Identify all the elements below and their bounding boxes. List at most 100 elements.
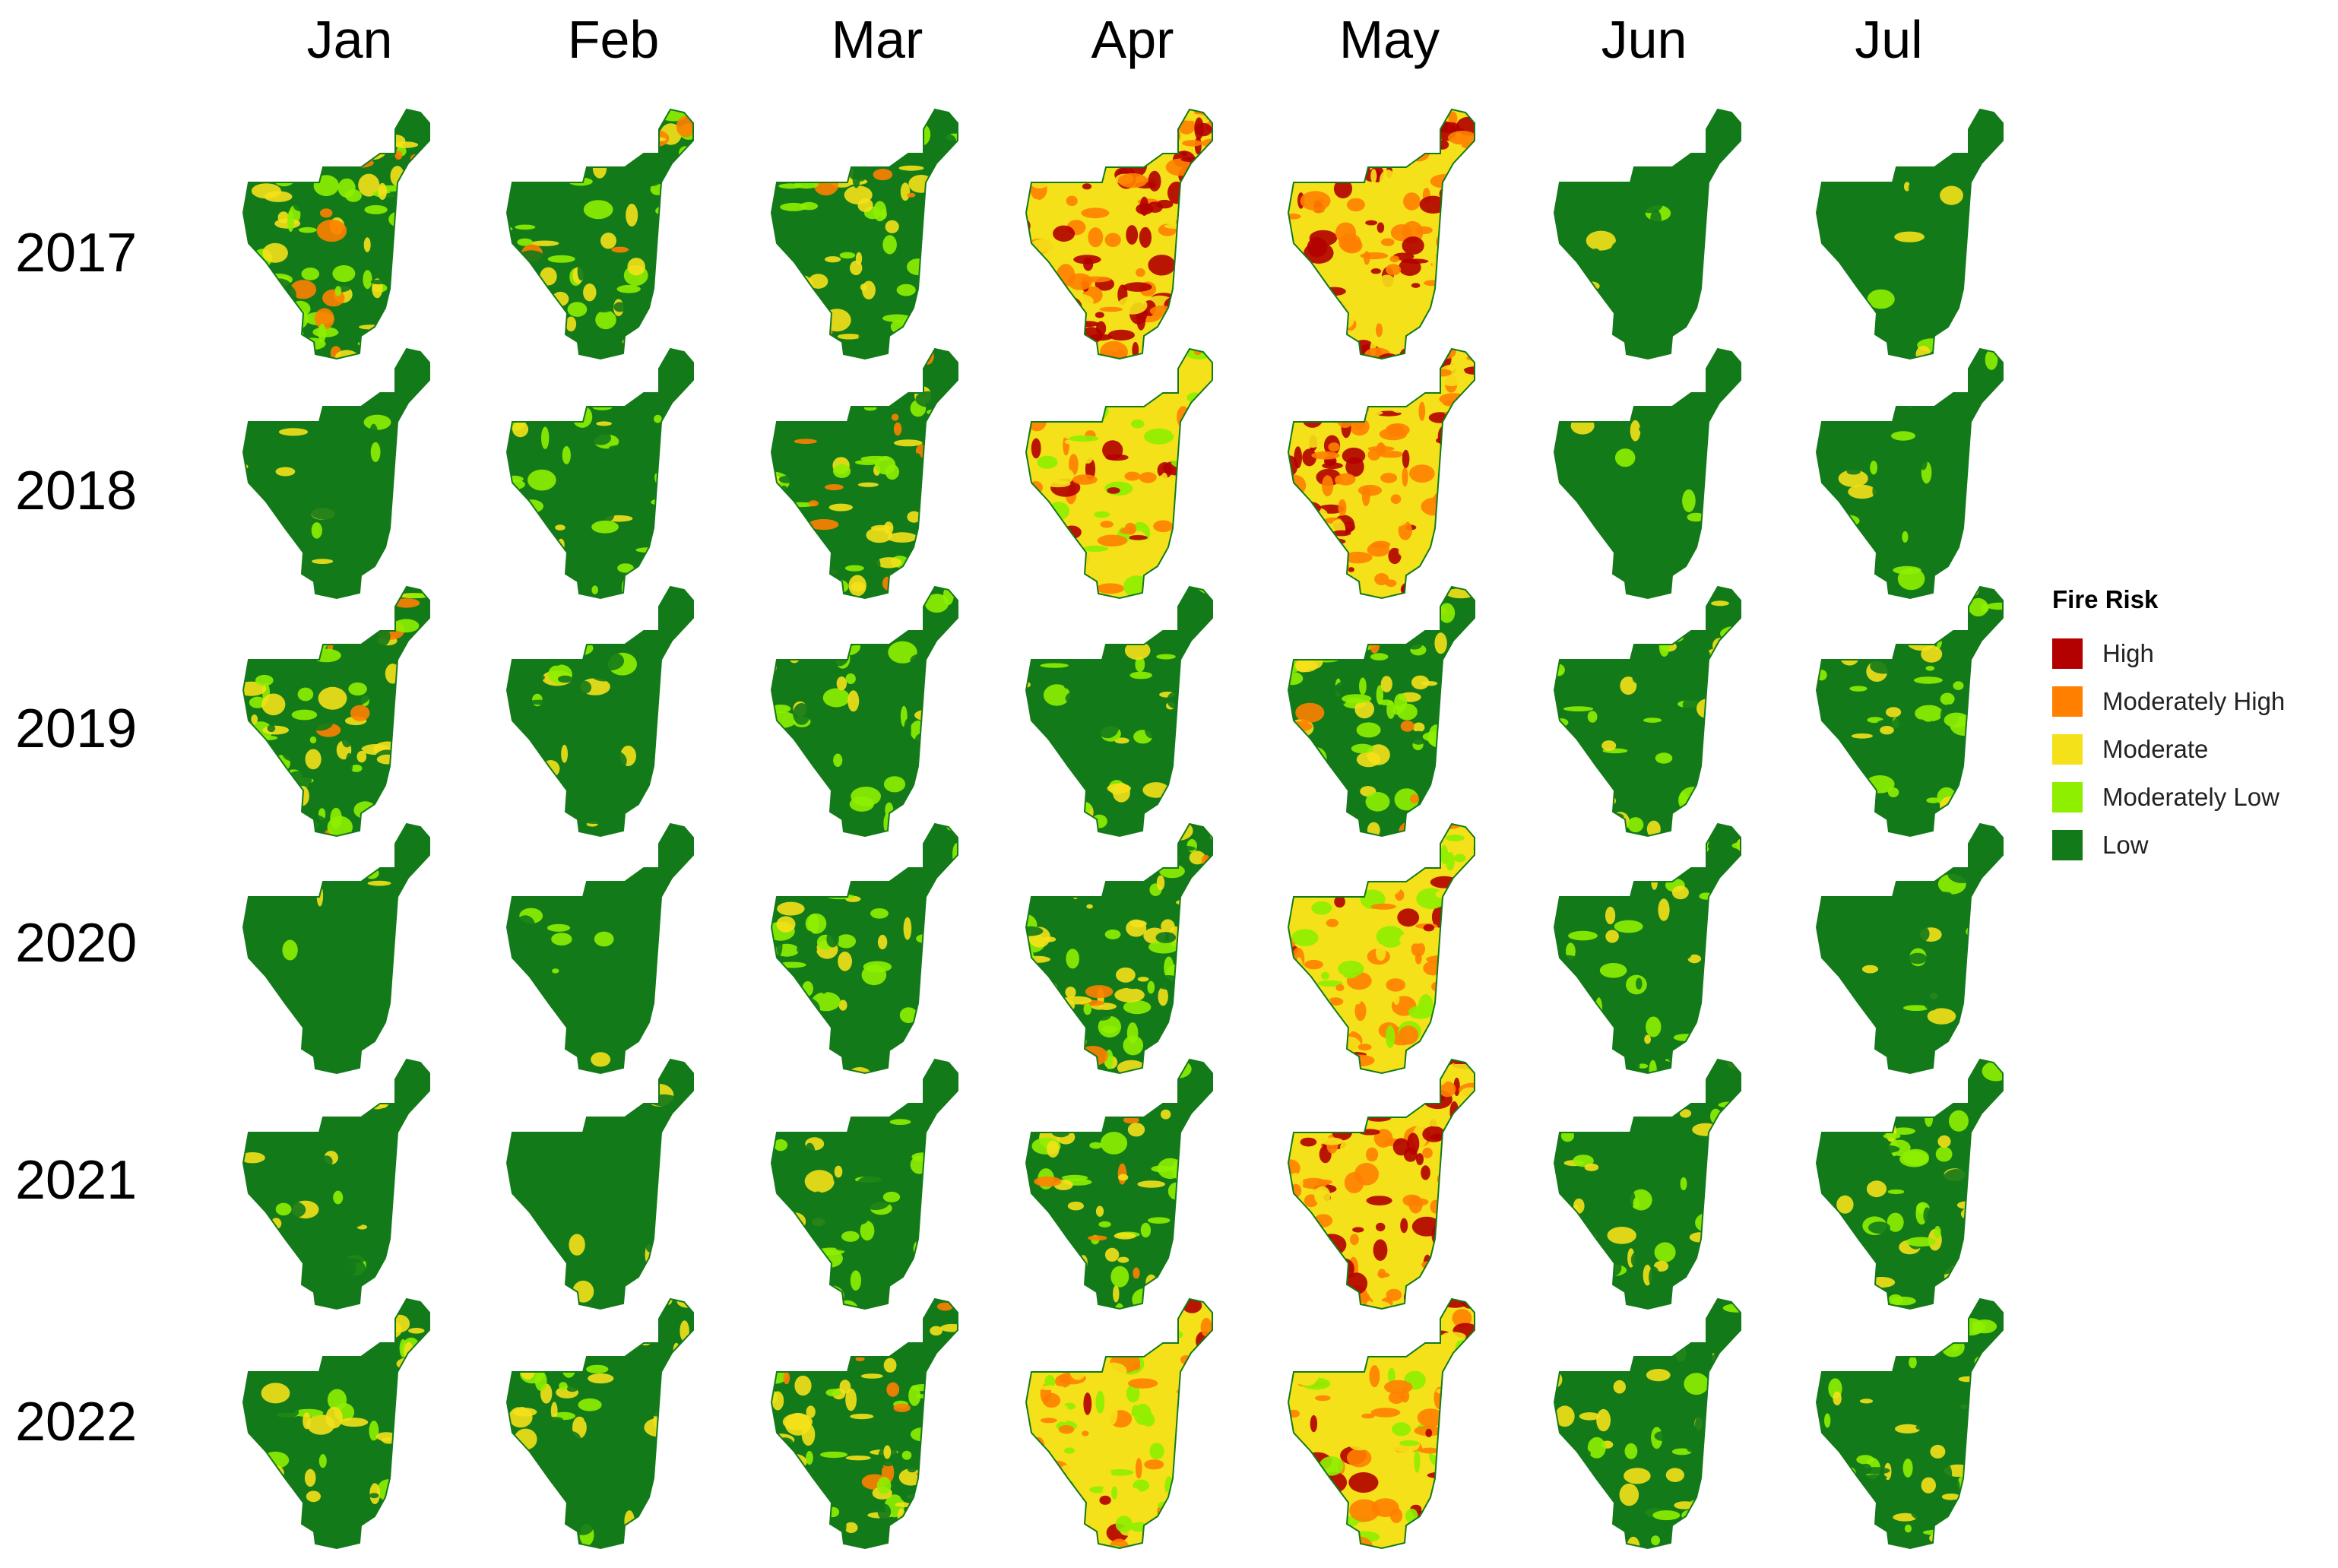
map-region-outline <box>1025 108 1213 360</box>
map-region-outline <box>1025 1297 1213 1550</box>
fire-risk-map-2019-jun <box>1553 585 1741 838</box>
fire-risk-map-2021-jun <box>1553 1058 1741 1310</box>
map-region-outline <box>770 108 958 360</box>
fire-risk-map-2018-jun <box>1553 347 1741 600</box>
fire-risk-map-2020-jul <box>1815 822 2004 1075</box>
month-label-jun: Jun <box>1601 10 1687 69</box>
map-region-base <box>507 349 693 598</box>
fire-risk-map-grid <box>242 108 2004 1550</box>
map-region-base <box>1817 1299 2003 1548</box>
map-region-base <box>507 587 693 836</box>
fire-risk-map-2022-jan <box>242 1297 430 1550</box>
map-region-outline <box>1815 347 2004 600</box>
map-region-base <box>243 587 429 836</box>
map-region-outline <box>770 585 958 838</box>
fire-risk-map-2019-jul <box>1815 585 2004 838</box>
map-region-outline <box>1553 585 1741 838</box>
map-region-outline <box>1287 1058 1475 1310</box>
map-region-base <box>771 349 958 598</box>
map-region-outline <box>505 585 694 838</box>
map-region-base <box>1554 1299 1741 1548</box>
map-region-outline <box>1287 585 1475 838</box>
map-region-outline <box>1553 1058 1741 1310</box>
map-region-outline <box>505 108 694 360</box>
map-region-base <box>1817 349 2003 598</box>
fire-risk-map-2017-jul <box>1815 108 2004 360</box>
map-region-base <box>1026 824 1212 1073</box>
map-region-outline <box>1287 108 1475 360</box>
map-region-outline <box>242 108 430 360</box>
legend-item-high: High <box>2052 629 2333 677</box>
map-region-base <box>1817 1060 2003 1309</box>
fire-risk-map-2022-jul <box>1815 1297 2004 1550</box>
legend-swatch-moderately-low <box>2052 781 2083 813</box>
map-region-outline <box>1553 822 1741 1075</box>
map-region-outline <box>770 822 958 1075</box>
map-region-outline <box>1815 585 2004 838</box>
fire-risk-map-2019-mar <box>770 585 958 838</box>
map-region-outline <box>505 347 694 600</box>
map-region-outline <box>1287 1297 1475 1550</box>
fire-risk-map-2019-jan <box>242 585 430 838</box>
fire-risk-map-2020-feb <box>505 822 694 1075</box>
map-region-base <box>1288 587 1475 836</box>
map-region-outline <box>505 1058 694 1310</box>
fire-risk-map-2021-jan <box>242 1058 430 1310</box>
legend-label-high: High <box>2102 638 2154 667</box>
year-label-2019: 2019 <box>15 698 138 759</box>
map-region-outline <box>770 1058 958 1310</box>
map-region-base <box>1288 109 1475 359</box>
map-region-outline <box>1553 347 1741 600</box>
fire-risk-map-2021-mar <box>770 1058 958 1310</box>
map-region-outline <box>1815 1058 2004 1310</box>
map-region-base <box>1554 1060 1741 1309</box>
fire-risk-map-2021-feb <box>505 1058 694 1310</box>
fire-risk-map-2017-feb <box>505 108 694 360</box>
fire-risk-map-2017-jan <box>242 108 430 360</box>
year-label-2021: 2021 <box>15 1150 138 1211</box>
map-region-base <box>1554 109 1741 359</box>
legend-item-low: Low <box>2052 821 2333 869</box>
map-region-base <box>1554 824 1741 1073</box>
fire-risk-map-2018-jul <box>1815 347 2004 600</box>
map-region-outline <box>505 1297 694 1550</box>
fire-risk-map-2022-may <box>1287 1297 1475 1550</box>
map-region-outline <box>1553 1297 1741 1550</box>
month-label-jul: Jul <box>1855 10 1923 69</box>
year-label-column: 2017 2018 2019 2020 2021 2022 <box>0 0 182 1568</box>
fire-risk-map-2020-jan <box>242 822 430 1075</box>
map-region-outline <box>770 1297 958 1550</box>
fire-risk-map-2021-apr <box>1025 1058 1213 1310</box>
map-region-outline <box>242 585 430 838</box>
map-region-base <box>1817 587 2003 836</box>
year-label-2018: 2018 <box>15 461 138 521</box>
fire-risk-map-2019-apr <box>1025 585 1213 838</box>
legend-swatch-moderately-high <box>2052 686 2083 717</box>
map-region-outline <box>505 822 694 1075</box>
legend-item-moderate: Moderate <box>2052 725 2333 773</box>
fire-risk-map-2017-jun <box>1553 108 1741 360</box>
fire-risk-map-2022-jun <box>1553 1297 1741 1550</box>
fire-risk-map-2021-jul <box>1815 1058 2004 1310</box>
year-label-2020: 2020 <box>15 913 138 974</box>
legend-label-moderate: Moderate <box>2102 734 2209 763</box>
map-region-base <box>1026 349 1212 598</box>
month-label-may: May <box>1338 10 1440 69</box>
legend-item-moderately-high: Moderately High <box>2052 677 2333 725</box>
legend-label-moderately-high: Moderately High <box>2102 686 2286 715</box>
map-region-outline <box>1025 1058 1213 1310</box>
fire-risk-map-2018-may <box>1287 347 1475 600</box>
map-region-base <box>1288 349 1475 598</box>
map-region-outline <box>1025 347 1213 600</box>
legend-label-low: Low <box>2102 830 2149 859</box>
legend-swatch-high <box>2052 638 2083 669</box>
year-label-2017: 2017 <box>15 223 138 284</box>
map-region-outline <box>242 1297 430 1550</box>
fire-risk-map-2018-jan <box>242 347 430 600</box>
fire-risk-map-2018-mar <box>770 347 958 600</box>
map-region-base <box>1288 1299 1475 1548</box>
legend-swatch-moderate <box>2052 733 2083 765</box>
map-region-outline <box>242 822 430 1075</box>
month-label-mar: Mar <box>831 10 923 69</box>
fire-risk-map-2019-feb <box>505 585 694 838</box>
